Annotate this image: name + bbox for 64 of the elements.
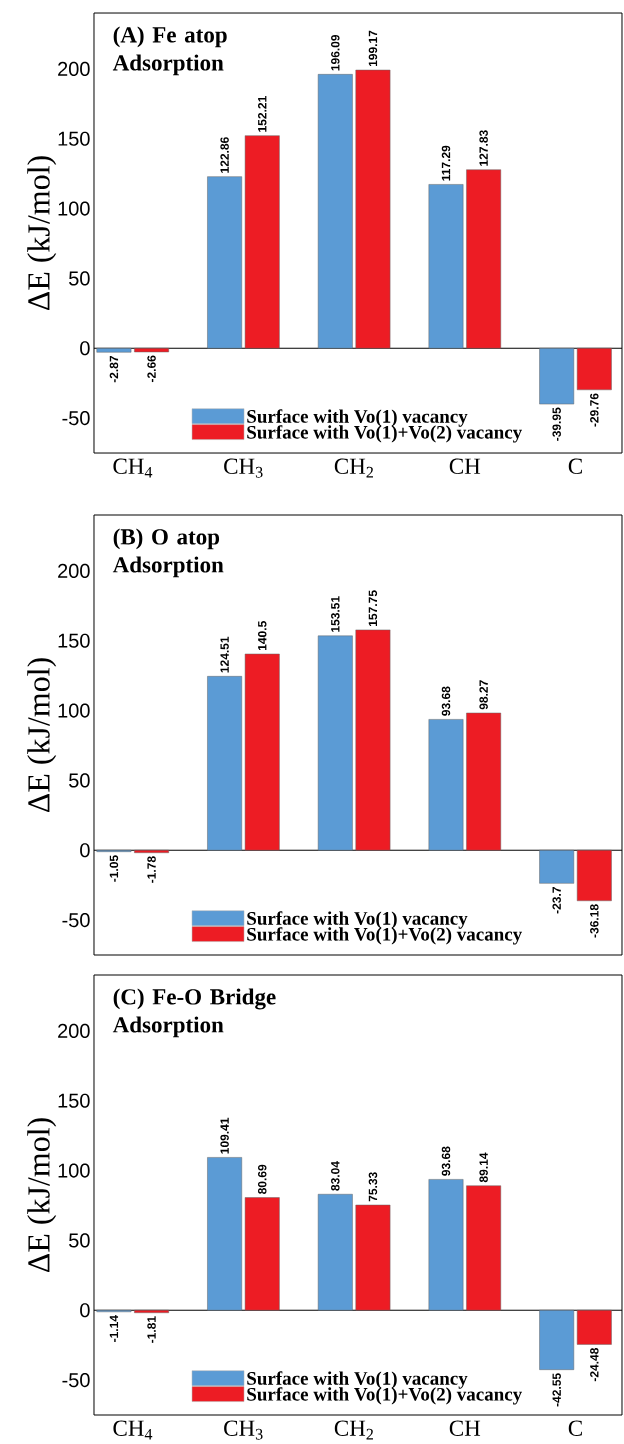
- y-tick-label: 100: [58, 201, 90, 216]
- x-tick-label: CH$_{3}$: [224, 1420, 263, 1440]
- data-label: -1.14: [109, 1315, 119, 1342]
- y-axis-title: ΔE (kJ/mol): [27, 156, 57, 311]
- y-tick-label: 0: [80, 843, 90, 858]
- data-label: 93.68: [441, 1146, 451, 1176]
- y-tick-label: 50: [69, 1233, 90, 1248]
- y-tick-label: -50: [62, 411, 90, 426]
- x-tick-label: CH: [449, 1420, 481, 1436]
- text: (C) Fe-O Bridge Adsorption: [112, 988, 276, 1038]
- data-label: -24.48: [590, 1348, 599, 1382]
- data-label: -23.7: [552, 887, 561, 914]
- data-label: 127.83: [479, 130, 488, 166]
- y-axis-title: ΔE (kJ/mol): [27, 1118, 57, 1273]
- data-label: -29.76: [590, 393, 599, 427]
- y-tick-label: 50: [69, 271, 90, 286]
- y-tick-label: 50: [69, 773, 90, 788]
- data-label: 157.75: [368, 590, 378, 626]
- y-tick-label: 150: [58, 1093, 90, 1108]
- x-tick-label: C: [568, 458, 582, 474]
- data-label: -42.55: [552, 1373, 561, 1407]
- y-tick-label: -50: [62, 1373, 90, 1388]
- data-label: -39.95: [552, 407, 561, 441]
- data-label: -36.18: [590, 904, 599, 938]
- data-label: 140.5: [258, 621, 267, 651]
- y-tick-label: 200: [58, 563, 90, 578]
- x-tick-label: CH$_{2}$: [334, 458, 373, 478]
- data-label: 89.14: [479, 1152, 488, 1183]
- x-tick-label: CH$_{2}$: [334, 1420, 373, 1440]
- data-label: -2.87: [109, 355, 119, 383]
- y-tick-label: 150: [58, 131, 90, 146]
- y-tick-label: 200: [58, 1023, 90, 1038]
- x-tick-label: C: [568, 1420, 582, 1436]
- data-label: 83.04: [331, 1161, 340, 1191]
- data-label: 153.51: [331, 596, 340, 632]
- data-label: 75.33: [368, 1172, 378, 1202]
- data-label: -1.78: [147, 856, 156, 883]
- data-label: 93.68: [441, 686, 451, 716]
- y-tick-label: 150: [58, 633, 90, 648]
- x-tick-label: CH$_{4}$: [113, 1420, 153, 1440]
- x-tick-label: CH$_{3}$: [224, 458, 263, 478]
- data-label: 124.51: [220, 636, 229, 673]
- data-label: 98.27: [479, 680, 488, 710]
- y-tick-label: 100: [58, 1163, 90, 1178]
- y-tick-label: 0: [80, 1303, 90, 1318]
- x-tick-label: CH: [449, 458, 481, 474]
- y-tick-label: 0: [80, 341, 90, 356]
- y-axis-title: ΔE (kJ/mol): [27, 658, 57, 813]
- data-label: -1.81: [147, 1316, 156, 1343]
- data-label: 152.21: [258, 96, 267, 132]
- text: (B) O atop Adsorption: [112, 528, 224, 578]
- text: (A) Fe atop Adsorption: [112, 26, 227, 76]
- y-tick-label: 100: [58, 703, 90, 718]
- data-label: -2.66: [147, 355, 156, 383]
- data-label: 122.86: [220, 137, 229, 173]
- data-label: 196.09: [331, 34, 340, 71]
- data-label: 199.17: [368, 30, 378, 67]
- y-tick-label: -50: [62, 913, 90, 928]
- data-label: 80.69: [258, 1164, 267, 1194]
- x-tick-label: CH$_{4}$: [113, 458, 153, 478]
- data-label: 117.29: [441, 145, 451, 181]
- data-label: -1.05: [109, 855, 119, 882]
- y-tick-label: 200: [58, 61, 90, 76]
- data-label: 109.41: [220, 1117, 229, 1154]
